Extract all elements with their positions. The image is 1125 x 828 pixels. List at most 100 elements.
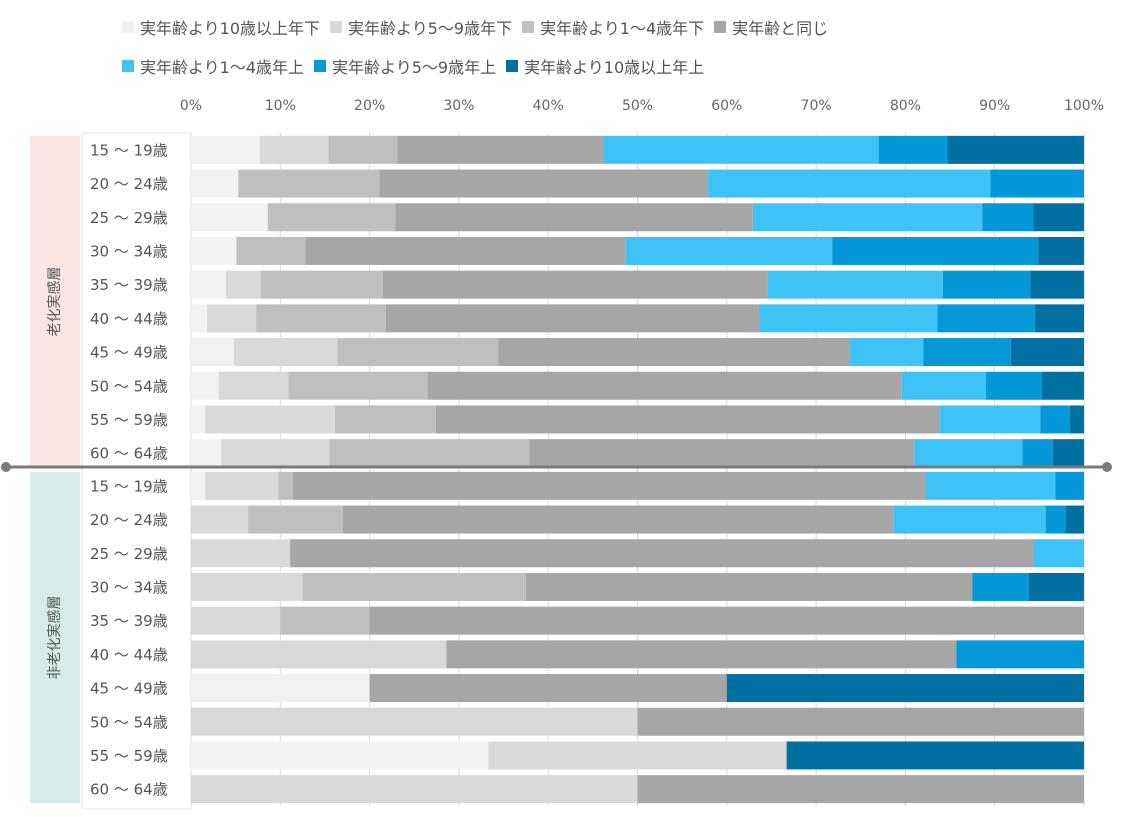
bar-segment — [288, 371, 428, 400]
category-label: 20 〜 24歳 — [90, 175, 168, 193]
category-label: 50 〜 54歳 — [90, 377, 168, 395]
legend-label: 実年齢と同じ — [732, 19, 829, 38]
legend-swatch — [522, 21, 535, 33]
bar-segment — [191, 236, 237, 265]
legend-item: 実年齢と同じ — [714, 15, 828, 39]
bar-segment — [603, 135, 879, 164]
bar-segment — [972, 572, 1029, 601]
bar-segment — [446, 640, 957, 669]
legend: 実年齢より10歳以上年下 実年齢より5〜9歳年下 実年齢より1〜4歳年下 実年齢… — [122, 14, 1122, 92]
category-label: 20 〜 24歳 — [90, 511, 168, 529]
bar-segment — [191, 505, 249, 534]
bar-segment — [498, 338, 851, 367]
bar-segment — [939, 405, 1041, 434]
bar-segment — [1033, 203, 1084, 232]
bar-segment — [397, 135, 604, 164]
bar-segment — [191, 572, 303, 601]
group-label-panel — [30, 136, 80, 467]
bar-segment — [207, 304, 257, 333]
legend-swatch — [122, 21, 134, 33]
bar-segment — [625, 236, 833, 265]
bar-segment — [1042, 371, 1084, 400]
bar-segment — [379, 169, 709, 198]
legend-label: 実年齢より5〜9歳年上 — [332, 58, 497, 77]
x-tick-label: 100% — [1064, 98, 1104, 114]
bar-segment — [191, 304, 208, 333]
bar-segment — [292, 471, 926, 500]
category-label: 60 〜 64歳 — [90, 781, 168, 799]
category-label: 50 〜 54歳 — [90, 713, 168, 731]
bar-segment — [191, 270, 226, 299]
bar-segment — [752, 203, 983, 232]
bar-segment — [280, 606, 370, 635]
category-label: 30 〜 34歳 — [90, 242, 168, 260]
bar-segment — [369, 606, 1085, 635]
category-label: 15 〜 19歳 — [90, 477, 168, 495]
bar-segment — [1045, 505, 1066, 534]
bar-segment — [267, 203, 396, 232]
bar-segment — [1030, 270, 1084, 299]
bar-segment — [191, 405, 206, 434]
bar-segment — [382, 270, 768, 299]
category-label: 30 〜 34歳 — [90, 578, 168, 596]
bar-segment — [238, 169, 380, 198]
x-tick-label: 10% — [265, 98, 296, 114]
bar-segment — [233, 338, 338, 367]
legend-row-1: 実年齢より10歳以上年下 実年齢より5〜9歳年下 実年齢より1〜4歳年下 実年齢… — [122, 14, 1122, 40]
bar-segment — [191, 539, 291, 568]
bar-segment — [942, 270, 1031, 299]
bar-segment — [191, 371, 219, 400]
x-tick-label: 30% — [443, 98, 474, 114]
bar-segment — [878, 135, 948, 164]
category-label: 45 〜 49歳 — [90, 344, 168, 362]
bar-segment — [1022, 439, 1053, 468]
category-label: 55 〜 59歳 — [90, 411, 168, 429]
bar-segment — [205, 405, 335, 434]
bar-segment — [1052, 439, 1084, 468]
legend-item: 実年齢より10歳以上年上 — [506, 54, 704, 78]
legend-swatch — [714, 21, 727, 33]
bar-segment — [395, 203, 753, 232]
legend-swatch — [122, 60, 134, 72]
legend-item: 実年齢より10歳以上年下 — [122, 15, 320, 39]
legend-item: 実年齢より1〜4歳年上 — [122, 54, 304, 78]
bar-segment — [990, 169, 1084, 198]
bar-segment — [925, 471, 1056, 500]
x-tick-label: 40% — [533, 98, 564, 114]
x-tick-label: 0% — [180, 98, 202, 114]
category-label: 60 〜 64歳 — [90, 445, 168, 463]
category-column-frame — [81, 132, 192, 810]
bar-segment — [1065, 505, 1084, 534]
bar-segment — [982, 203, 1034, 232]
bar-segment — [191, 135, 260, 164]
x-tick-label: 80% — [890, 98, 921, 114]
bar-segment — [191, 169, 239, 198]
bar-segment — [1055, 471, 1084, 500]
bar-segment — [225, 270, 261, 299]
bar-segment — [290, 539, 1034, 568]
category-label: 40 〜 44歳 — [90, 310, 168, 328]
bar-segment — [832, 236, 1039, 265]
category-label: 35 〜 39歳 — [90, 612, 168, 630]
bar-segment — [637, 707, 1084, 736]
group-label: 老化実感層 — [46, 267, 63, 337]
legend-swatch — [314, 60, 327, 72]
bar-segment — [529, 439, 915, 468]
category-label: 25 〜 29歳 — [90, 209, 168, 227]
bar-segment — [1069, 405, 1084, 434]
bar-segment — [191, 707, 638, 736]
legend-swatch — [330, 21, 343, 33]
bar-segment — [191, 674, 370, 703]
bar-segment — [191, 439, 222, 468]
bar-segment — [329, 439, 530, 468]
bar-segment — [218, 371, 289, 400]
bar-segment — [914, 439, 1023, 468]
bar-segment — [488, 741, 787, 770]
bar-segment — [786, 741, 1084, 770]
legend-label: 実年齢より5〜9歳年下 — [348, 19, 513, 38]
bar-segment — [248, 505, 343, 534]
bar-segment — [302, 572, 526, 601]
category-label: 35 〜 39歳 — [90, 276, 168, 294]
legend-label: 実年齢より1〜4歳年上 — [140, 58, 305, 77]
legend-label: 実年齢より1〜4歳年下 — [540, 19, 705, 38]
